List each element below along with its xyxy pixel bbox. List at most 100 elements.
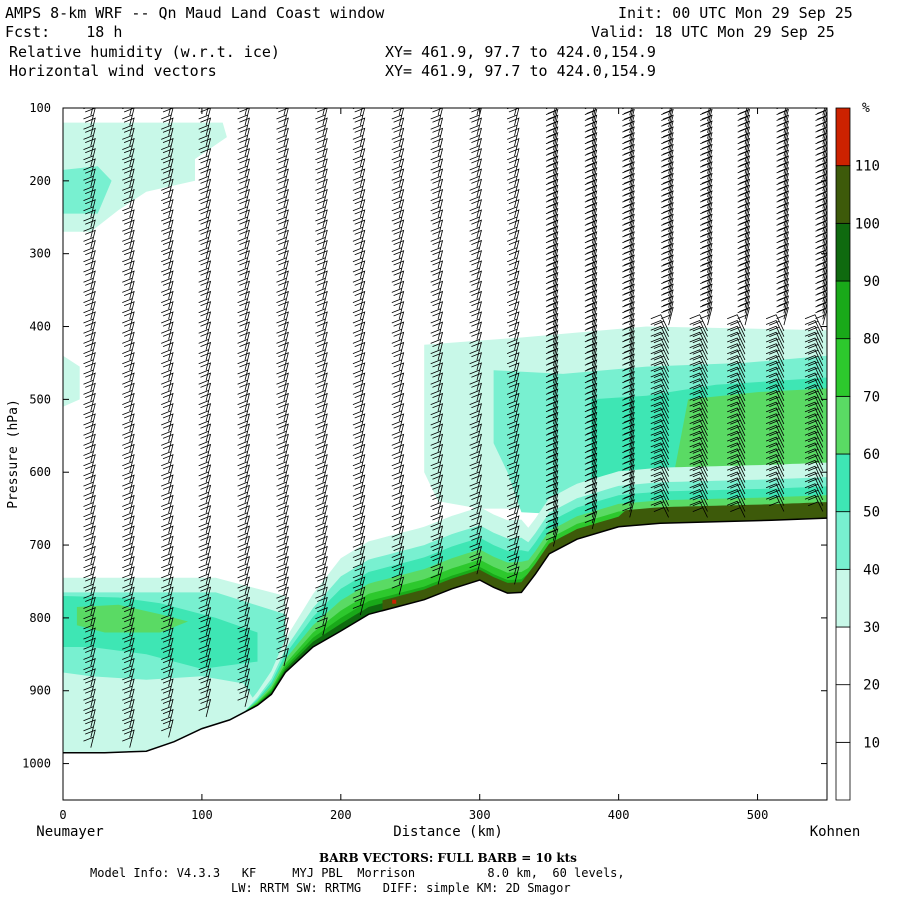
wind-barb <box>391 239 405 259</box>
wind-barb <box>315 209 328 228</box>
wind-barb <box>776 190 789 209</box>
wind-barb <box>650 331 669 349</box>
wind-barb <box>737 219 751 238</box>
wind-barb <box>545 470 559 489</box>
physics-info: LW: RRTM SW: RRTMG DIFF: simple KM: 2D S… <box>231 881 571 895</box>
wind-barb <box>198 484 212 503</box>
wind-barb <box>469 321 482 340</box>
wind-barb <box>689 407 708 425</box>
wind-barb <box>276 280 289 299</box>
wind-barb <box>198 260 212 279</box>
wind-barb <box>700 295 713 314</box>
wind-barb <box>198 392 212 412</box>
wind-barb <box>237 108 250 126</box>
wind-barb <box>276 117 289 136</box>
wind-barb <box>276 127 289 146</box>
wind-barb <box>545 446 559 466</box>
wind-barb <box>161 219 174 238</box>
wind-barb <box>161 301 174 320</box>
wind-barb <box>469 311 482 330</box>
wind-barb <box>391 178 405 197</box>
wind-barb <box>804 488 824 506</box>
wind-barb <box>622 382 635 401</box>
wind-barb <box>198 494 212 514</box>
wind-barb <box>661 132 674 151</box>
wind-barb <box>584 411 598 431</box>
wind-barb <box>352 260 366 279</box>
wind-barb <box>237 688 250 707</box>
wind-barb <box>727 378 746 396</box>
wind-barb <box>765 389 785 407</box>
wind-barb <box>237 178 250 197</box>
wind-barb <box>506 566 520 585</box>
wind-barb <box>83 494 96 514</box>
wind-barb <box>661 196 674 215</box>
wind-barb <box>198 464 212 483</box>
colorbar: 10 20 30 40 50 60 70 80 90 100 110% <box>835 101 880 801</box>
wind-barb <box>506 127 520 146</box>
wind-barb <box>765 331 785 349</box>
wind-barb <box>700 254 713 273</box>
wind-barb <box>276 535 289 554</box>
wind-barb <box>765 337 785 355</box>
wind-barb <box>276 362 289 381</box>
wind-barb <box>727 389 746 407</box>
wind-barb <box>198 413 212 432</box>
wind-barb <box>650 349 669 367</box>
wind-barb <box>237 301 250 320</box>
wind-barb <box>352 219 366 238</box>
wind-barb <box>727 366 746 384</box>
wind-barb <box>737 196 751 215</box>
wind-barb <box>815 260 827 279</box>
wind-barb <box>276 158 289 177</box>
wind-barb <box>469 148 482 167</box>
wind-barb <box>276 545 289 565</box>
wind-barb <box>315 148 328 167</box>
wind-barb <box>122 260 135 279</box>
wind-barb <box>352 494 366 514</box>
wind-barb <box>622 196 635 215</box>
wind-barb <box>122 433 135 452</box>
wind-barb <box>276 525 289 544</box>
wind-barb <box>83 280 96 299</box>
wind-barb <box>622 411 635 431</box>
wind-barb <box>661 237 674 256</box>
wind-barb <box>689 343 708 361</box>
wind-barb <box>689 430 708 448</box>
wind-barb <box>315 515 328 534</box>
wind-barb <box>315 545 328 565</box>
valid-time: Valid: 18 UTC Mon 29 Sep 25 <box>591 23 835 41</box>
wind-barb <box>804 360 824 378</box>
wind-barb <box>469 239 482 259</box>
wind-barb <box>545 516 559 535</box>
wind-barb <box>161 311 174 330</box>
wind-barb <box>804 384 824 401</box>
wind-barb <box>198 311 212 330</box>
wind-barb <box>622 365 635 384</box>
wind-barb <box>700 132 713 151</box>
wind-barb <box>765 430 785 448</box>
x-tick-label: 300 <box>469 808 491 822</box>
wind-barb <box>276 515 289 534</box>
wind-barb <box>352 311 366 330</box>
wind-barb <box>83 729 96 748</box>
wind-barb <box>650 436 669 454</box>
wind-barb <box>661 108 674 128</box>
wind-barb <box>506 229 520 248</box>
wind-barb <box>804 366 824 384</box>
wind-barb <box>700 219 713 238</box>
wind-barb <box>700 306 713 326</box>
wind-barb <box>315 433 328 452</box>
wind-barb <box>815 126 827 145</box>
wind-barb <box>237 392 250 412</box>
wind-barb <box>122 729 135 748</box>
wind-barb <box>122 535 135 554</box>
wind-barb <box>737 213 751 232</box>
wind-barb <box>352 443 366 463</box>
wind-barb <box>545 359 559 378</box>
wind-barb <box>689 354 708 372</box>
wind-barb <box>391 423 405 442</box>
wind-barb <box>161 556 174 575</box>
wind-barb <box>391 311 405 330</box>
